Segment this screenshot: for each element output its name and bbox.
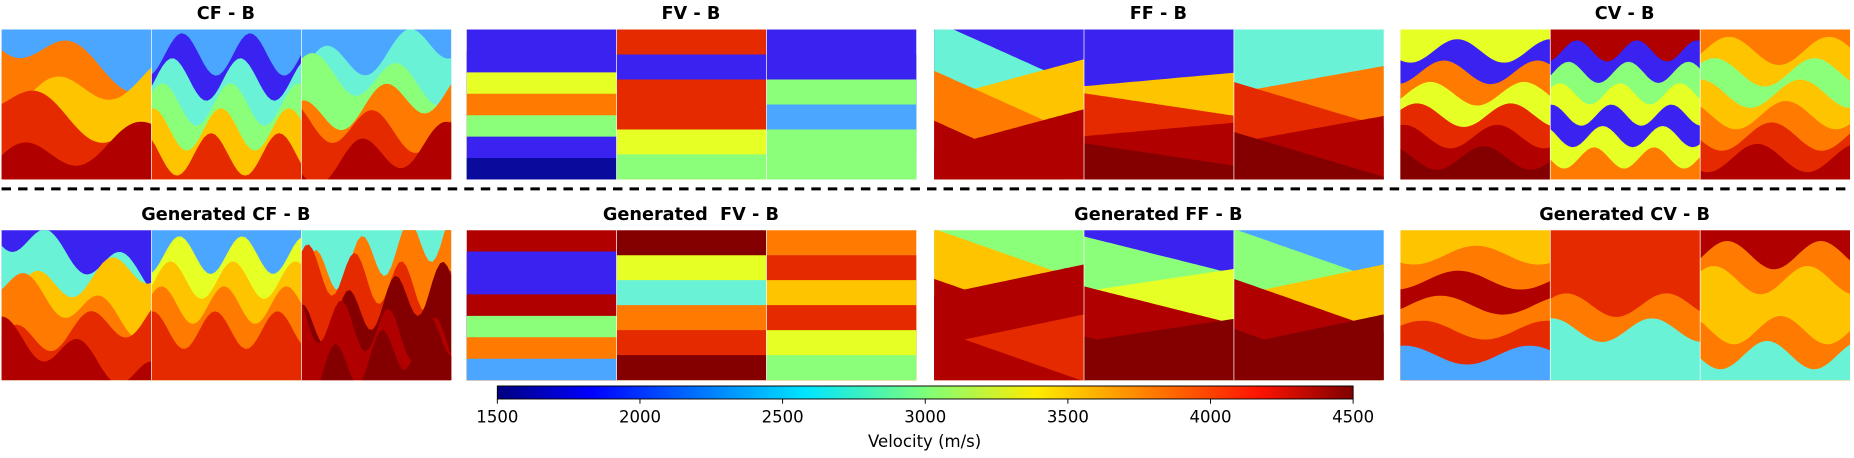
panel-title: FV - B [661,4,720,24]
velocity-layer [466,136,617,180]
colorbar-tick-label: 4000 [1189,407,1231,426]
colorbar-tick-label: 2000 [619,407,661,426]
velocity-layer [1550,147,1701,180]
velocity-map [1700,230,1851,381]
velocity-map [151,29,302,180]
velocity-map [466,230,617,381]
velocity-layer [466,358,617,381]
velocity-layer [151,133,302,180]
velocity-layer [1,121,152,180]
velocity-map [301,29,452,180]
colorbar-tick-label: 4500 [1332,407,1374,426]
velocity-layer [1400,146,1551,180]
velocity-layer [1700,340,1851,381]
velocity-layer [301,121,452,180]
velocity-map [1,29,152,180]
colorbar-tick-label: 2500 [762,407,804,426]
panel-title: FF - B [1130,4,1187,24]
velocity-layer [1083,143,1234,180]
velocity-map [934,29,1084,180]
velocity-map [766,230,917,381]
panel-title: Generated CV - B [1539,205,1710,225]
velocity-map [934,230,1084,381]
velocity-map [1400,29,1551,180]
velocity-layer [616,355,767,381]
colorbar [496,385,1354,400]
colorbar-label: Velocity (m/s) [868,432,981,451]
panel-title: Generated FF - B [1074,205,1242,225]
colorbar-tick-label: 1500 [476,407,518,426]
velocity-layer [1700,143,1851,180]
velocity-layer [151,336,302,381]
velocity-layer [1233,131,1384,180]
velocity-layer [766,355,917,381]
velocity-layer [1550,343,1701,381]
panel-title: CV - B [1595,4,1655,24]
velocity-map [1550,29,1701,180]
velocity-map [1400,230,1551,381]
velocity-map [1083,230,1234,381]
velocity-layer [1233,328,1381,381]
colorbar-tick-label: 3000 [904,407,946,426]
velocity-layer [1400,345,1551,381]
velocity-map [1,230,152,381]
panel-title: CF - B [197,4,255,24]
velocity-map [616,29,767,180]
velocity-layer [934,120,1065,180]
velocity-layer [1,316,152,381]
velocity-layer [466,158,617,180]
velocity-map [301,230,452,381]
colorbar-tick-label: 3500 [1047,407,1089,426]
velocity-layer [1083,336,1234,381]
velocity-map [766,29,917,180]
velocity-layer [320,315,452,381]
velocity-layer [616,154,767,180]
panel-title: Generated CF - B [141,205,310,225]
velocity-map [466,29,617,180]
velocity-layer [766,154,917,180]
velocity-map [1083,29,1234,180]
velocity-map [1233,29,1384,180]
velocity-map [151,230,302,381]
velocity-map [1233,230,1384,381]
velocity-map [616,230,767,381]
velocity-layer [934,328,1081,381]
panel-title: Generated FV - B [603,205,779,225]
velocity-map [1550,230,1701,381]
velocity-map [1700,29,1851,180]
